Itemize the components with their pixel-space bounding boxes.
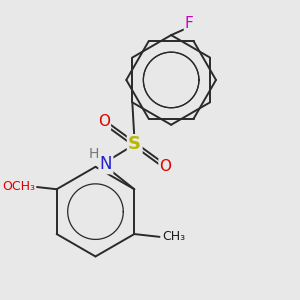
Text: CH₃: CH₃ [162, 230, 185, 243]
Text: N: N [100, 155, 112, 173]
Text: O: O [98, 115, 110, 130]
Text: F: F [185, 16, 194, 32]
Text: S: S [128, 135, 141, 153]
Text: OCH₃: OCH₃ [2, 180, 35, 193]
Text: H: H [88, 147, 99, 161]
Text: O: O [160, 159, 172, 174]
